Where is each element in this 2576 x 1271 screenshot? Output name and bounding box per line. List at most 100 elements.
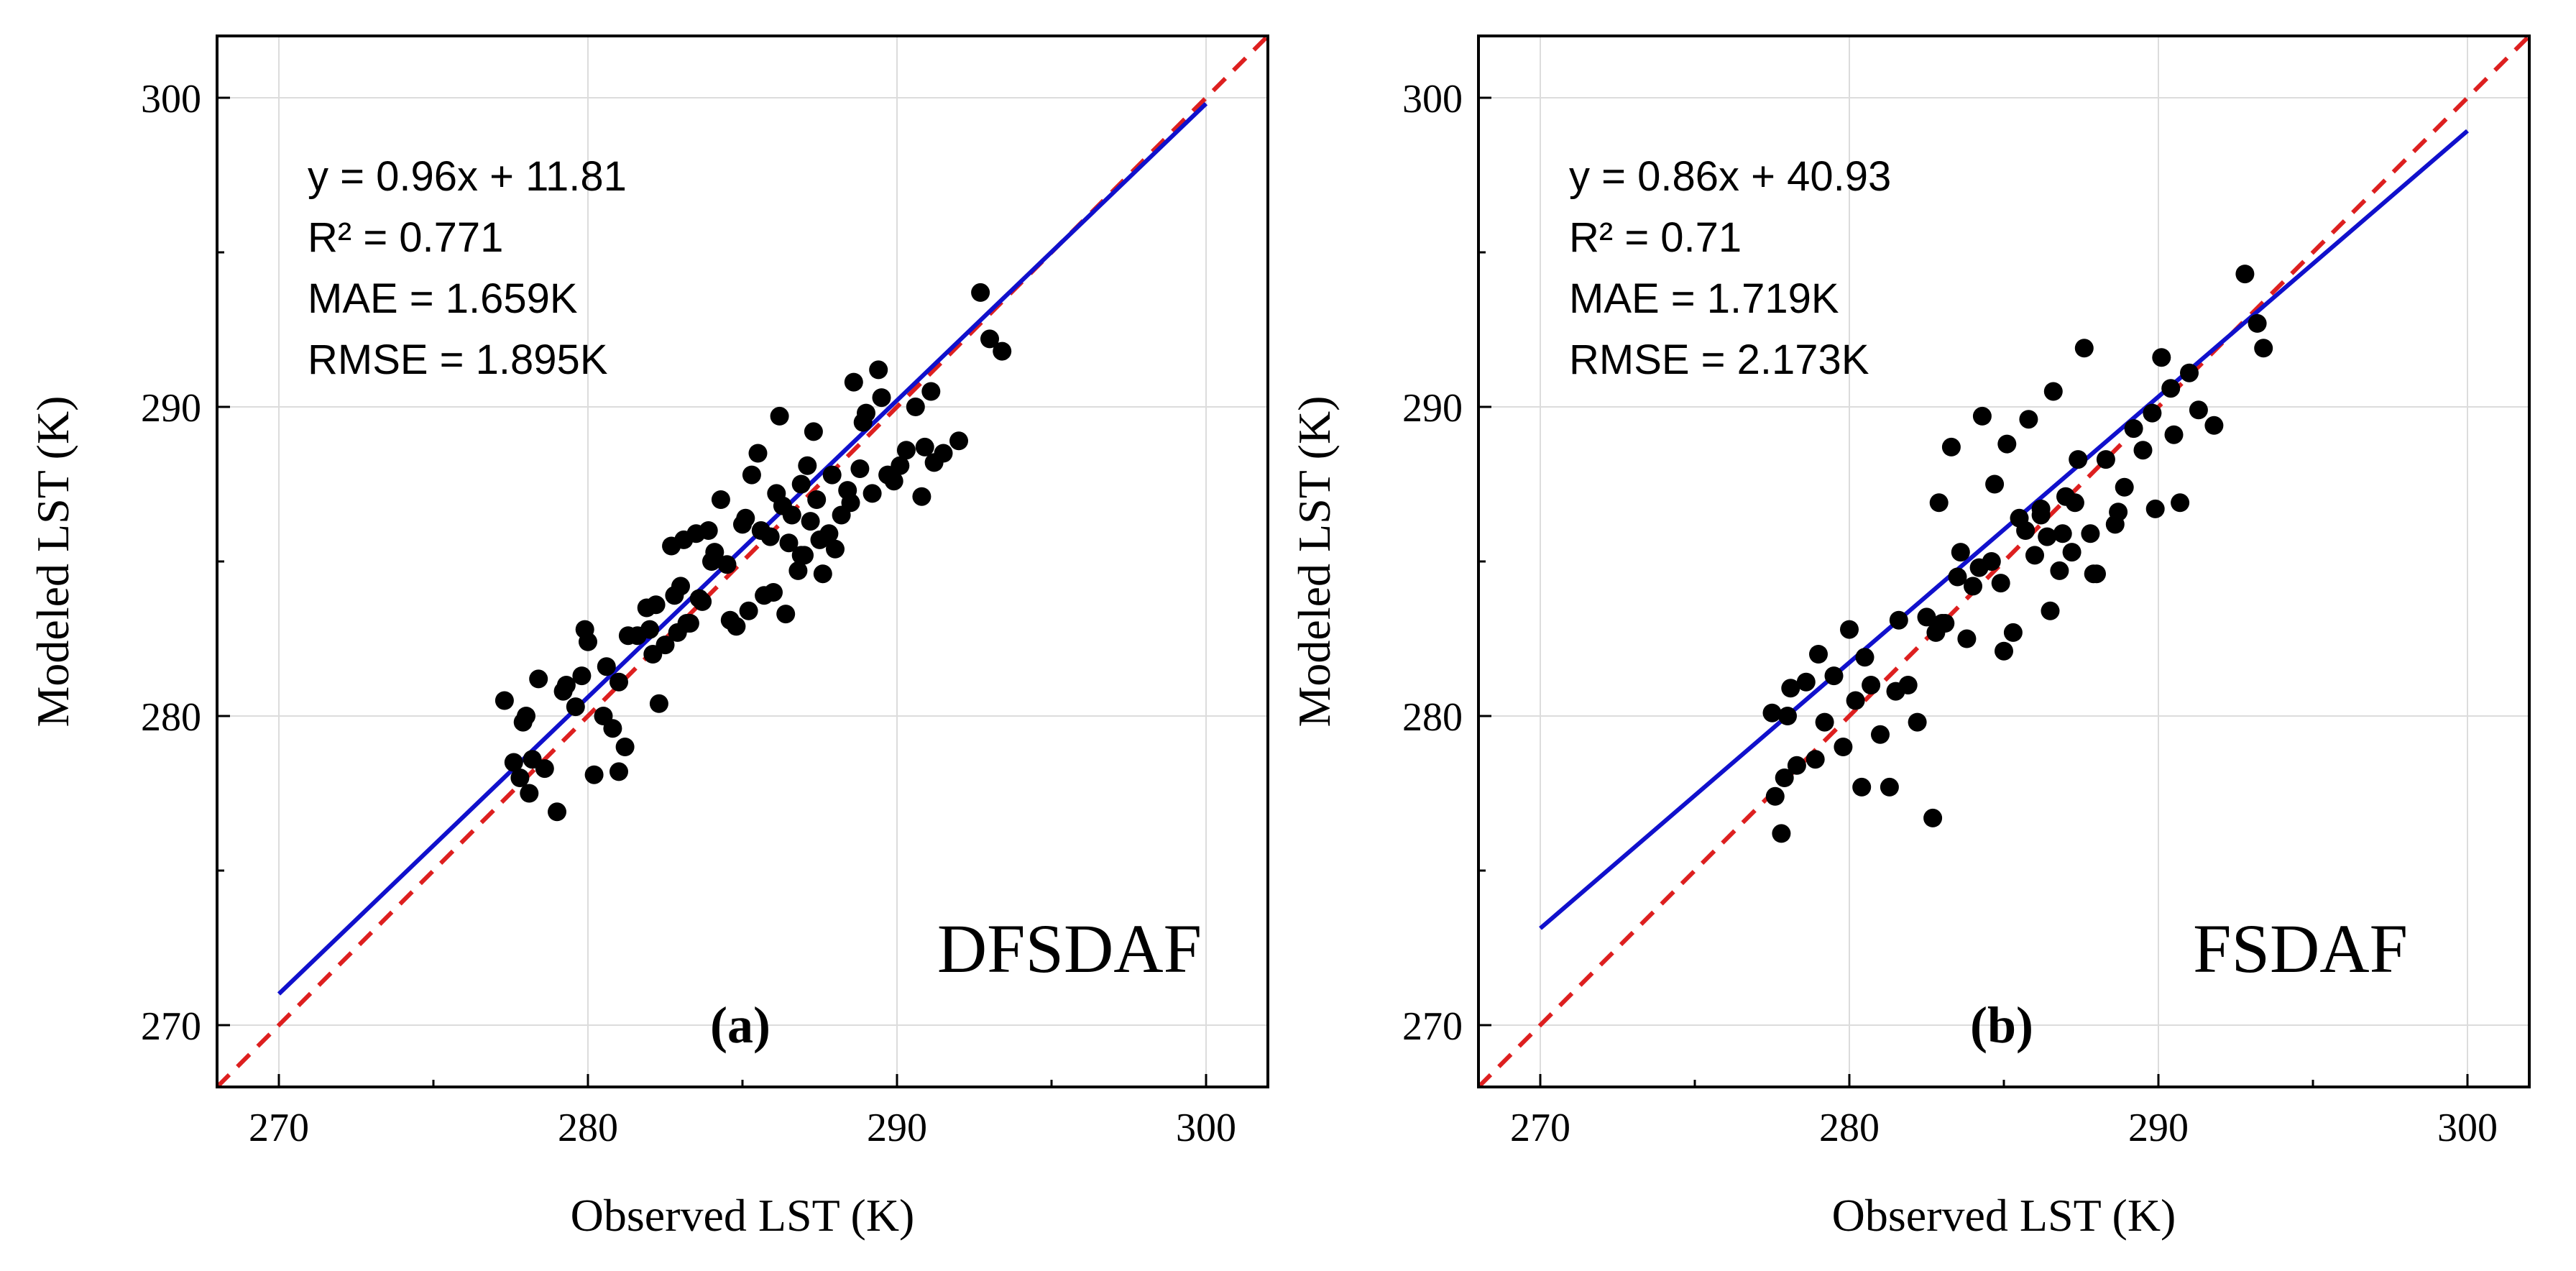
x-tick-label: 280 bbox=[558, 1106, 618, 1150]
data-point bbox=[1871, 725, 1890, 744]
panel-a-r2: R² = 0.771 bbox=[308, 214, 503, 261]
x-tick-label: 300 bbox=[1176, 1106, 1236, 1150]
data-point bbox=[1852, 777, 1872, 797]
data-point bbox=[921, 382, 941, 401]
data-point bbox=[671, 577, 690, 596]
data-point bbox=[2050, 561, 2069, 580]
data-point bbox=[2204, 416, 2224, 435]
panel-a-model-name: DFSDAF bbox=[937, 910, 1202, 987]
data-point bbox=[597, 657, 616, 676]
data-point bbox=[699, 521, 718, 540]
data-point bbox=[934, 444, 953, 463]
data-point bbox=[2062, 543, 2082, 562]
data-point bbox=[727, 617, 746, 636]
data-point bbox=[2161, 379, 2181, 398]
data-point bbox=[2096, 450, 2115, 469]
data-point bbox=[640, 620, 659, 639]
data-point bbox=[1775, 768, 1794, 787]
data-point bbox=[844, 372, 863, 392]
panel-b-r2: R² = 0.71 bbox=[1569, 214, 1742, 261]
panel-a-mae: MAE = 1.659K bbox=[308, 275, 578, 322]
data-point bbox=[615, 738, 635, 756]
data-point bbox=[2069, 450, 2088, 469]
data-point bbox=[1908, 712, 1927, 732]
data-point bbox=[1778, 707, 1797, 725]
data-point bbox=[603, 719, 622, 738]
y-tick-label: 300 bbox=[141, 77, 201, 121]
data-point bbox=[742, 465, 761, 485]
data-point bbox=[2115, 477, 2134, 497]
data-point bbox=[1806, 750, 1825, 769]
data-point bbox=[494, 691, 514, 710]
data-point bbox=[912, 487, 932, 506]
data-point bbox=[711, 490, 730, 509]
data-point bbox=[798, 456, 817, 475]
data-point bbox=[1880, 777, 1899, 797]
data-point bbox=[668, 623, 687, 642]
panel-a: 270 280 290 300 270 280 290 300 y = 0.96x + 11.… bbox=[27, 35, 1269, 1241]
data-point bbox=[770, 406, 789, 426]
x-tick-label: 270 bbox=[249, 1106, 309, 1150]
data-point bbox=[767, 484, 786, 503]
data-point bbox=[1964, 577, 1982, 596]
data-point bbox=[689, 589, 709, 608]
data-point bbox=[2133, 441, 2153, 460]
data-point bbox=[610, 672, 628, 692]
data-point bbox=[510, 768, 530, 787]
panel-b-points bbox=[1762, 265, 2273, 843]
data-point bbox=[980, 329, 999, 349]
data-point bbox=[1809, 645, 1828, 664]
panel-b-ticks: 270 280 290 300 270 280 290 300 bbox=[1402, 77, 2498, 1150]
data-point bbox=[2003, 623, 2023, 642]
data-point bbox=[1929, 493, 1949, 513]
data-point bbox=[1796, 672, 1816, 692]
data-point bbox=[776, 605, 796, 624]
data-point bbox=[1762, 703, 1782, 722]
data-point bbox=[2124, 419, 2143, 439]
data-point bbox=[1834, 738, 1853, 756]
data-point bbox=[2081, 524, 2100, 543]
data-point bbox=[1765, 786, 1785, 806]
data-point bbox=[906, 398, 925, 416]
y-tick-label: 280 bbox=[141, 695, 201, 740]
data-point bbox=[2152, 348, 2171, 367]
data-point bbox=[523, 750, 542, 769]
data-point bbox=[993, 341, 1012, 361]
data-point bbox=[610, 762, 628, 781]
data-point bbox=[949, 431, 968, 451]
x-tick-label: 290 bbox=[867, 1106, 927, 1150]
data-point bbox=[748, 444, 768, 463]
data-point bbox=[896, 441, 916, 460]
panel-b-mae: MAE = 1.719K bbox=[1569, 275, 1839, 322]
data-point bbox=[736, 508, 755, 528]
panel-b-one-to-one-line bbox=[1478, 36, 2529, 1087]
data-point bbox=[1862, 676, 1881, 694]
data-point bbox=[751, 521, 770, 540]
data-point bbox=[572, 666, 592, 686]
data-point bbox=[702, 552, 721, 571]
panel-b-y-axis-label: Modeled LST (K) bbox=[1289, 396, 1340, 728]
data-point bbox=[1889, 610, 1908, 630]
panel-a-y-axis-label: Modeled LST (K) bbox=[27, 396, 78, 728]
panel-a-x-axis-label: Observed LST (K) bbox=[571, 1190, 915, 1241]
data-point bbox=[1886, 682, 1905, 701]
panel-a-label: (a) bbox=[710, 996, 770, 1054]
x-tick-label: 300 bbox=[2437, 1106, 2498, 1150]
data-point bbox=[1846, 691, 1865, 710]
panel-b-grid bbox=[1478, 36, 2529, 1087]
data-point bbox=[869, 360, 888, 380]
data-point bbox=[1781, 679, 1800, 698]
data-point bbox=[2084, 564, 2103, 584]
data-point bbox=[915, 437, 934, 456]
data-point bbox=[1957, 629, 1977, 648]
data-point bbox=[826, 539, 845, 559]
data-point bbox=[2031, 505, 2051, 525]
data-point bbox=[646, 595, 666, 615]
data-point bbox=[872, 388, 891, 408]
data-point bbox=[1923, 808, 1943, 827]
y-tick-label: 290 bbox=[1402, 386, 1463, 431]
data-point bbox=[2171, 493, 2190, 513]
data-point bbox=[822, 465, 842, 485]
panel-a-equation: y = 0.96x + 11.81 bbox=[308, 153, 627, 200]
